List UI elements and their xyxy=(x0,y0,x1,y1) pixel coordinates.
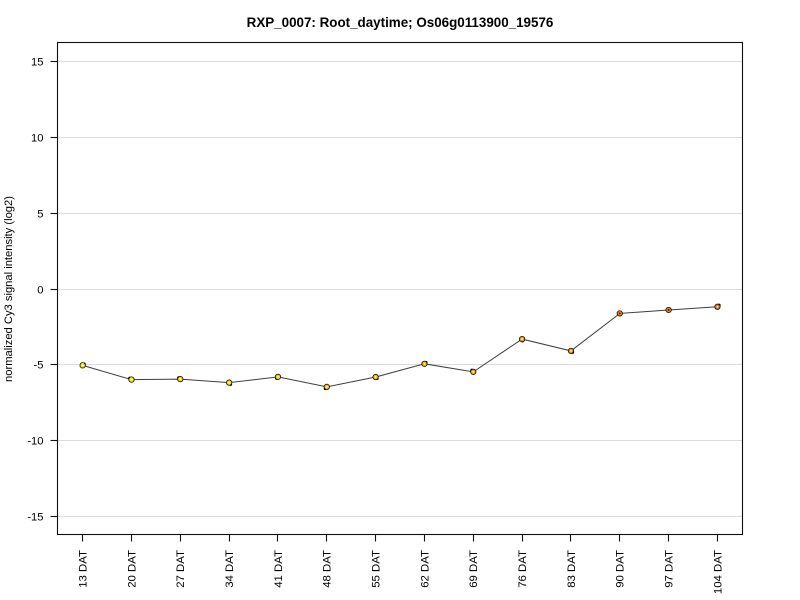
svg-text:55 DAT: 55 DAT xyxy=(371,550,383,588)
svg-text:34 DAT: 34 DAT xyxy=(224,550,236,588)
svg-text:-15: -15 xyxy=(27,512,43,524)
svg-text:83 DAT: 83 DAT xyxy=(566,550,578,588)
svg-text:-5: -5 xyxy=(34,360,44,372)
svg-text:normalized Cy3 signal intensit: normalized Cy3 signal intensity (log2) xyxy=(3,196,15,382)
svg-text:5: 5 xyxy=(37,209,43,221)
svg-text:90 DAT: 90 DAT xyxy=(615,550,627,588)
svg-text:10: 10 xyxy=(31,133,43,145)
svg-text:97 DAT: 97 DAT xyxy=(664,550,676,588)
svg-text:48 DAT: 48 DAT xyxy=(322,550,334,588)
svg-text:0: 0 xyxy=(37,285,43,297)
svg-text:RXP_0007: Root_daytime; Os06g0: RXP_0007: Root_daytime; Os06g0113900_195… xyxy=(247,15,554,30)
svg-text:15: 15 xyxy=(31,57,43,69)
svg-text:20 DAT: 20 DAT xyxy=(126,550,138,588)
svg-text:69 DAT: 69 DAT xyxy=(468,550,480,588)
svg-text:62 DAT: 62 DAT xyxy=(419,550,431,588)
svg-text:13 DAT: 13 DAT xyxy=(78,550,90,588)
svg-text:104 DAT: 104 DAT xyxy=(712,550,724,594)
svg-text:41 DAT: 41 DAT xyxy=(273,550,285,588)
svg-text:-10: -10 xyxy=(27,436,43,448)
svg-text:76 DAT: 76 DAT xyxy=(517,550,529,588)
svg-text:27 DAT: 27 DAT xyxy=(175,550,187,588)
